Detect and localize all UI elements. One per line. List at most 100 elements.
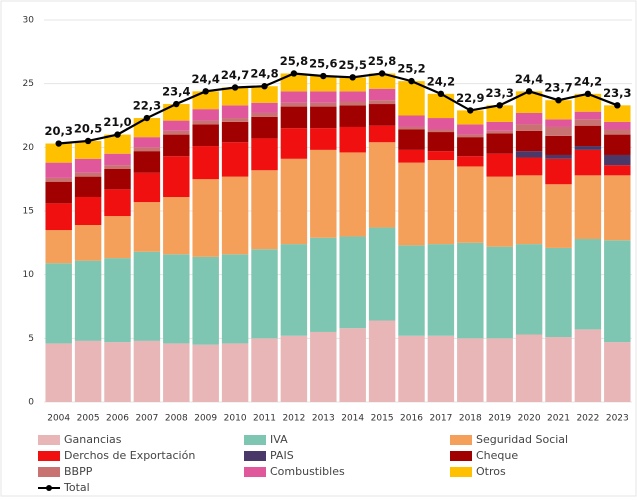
bar-segment bbox=[427, 129, 455, 133]
bar-segment bbox=[192, 109, 219, 121]
bar-segment bbox=[163, 120, 190, 131]
bar-segment bbox=[486, 246, 513, 339]
legend-label: Ganancias bbox=[64, 433, 122, 446]
x-tick-label: 2016 bbox=[400, 414, 423, 424]
bar-segment bbox=[221, 176, 249, 255]
bar-segment bbox=[398, 149, 425, 163]
legend-swatch bbox=[38, 451, 60, 461]
bar-segment bbox=[163, 130, 190, 135]
legend-label: Otros bbox=[476, 465, 506, 478]
bar-segment bbox=[427, 335, 455, 402]
x-tick-label: 2020 bbox=[518, 414, 541, 424]
bar-segment bbox=[486, 133, 513, 154]
bar-segment bbox=[339, 236, 366, 329]
bar-segment bbox=[515, 157, 543, 176]
bar-segment bbox=[574, 329, 602, 402]
bar-segment bbox=[457, 242, 484, 339]
total-marker bbox=[496, 102, 503, 109]
bar-segment bbox=[515, 175, 543, 245]
y-tick-label: 5 bbox=[28, 334, 34, 344]
legend-swatch bbox=[244, 435, 266, 445]
total-marker bbox=[84, 137, 92, 145]
bar-segment bbox=[486, 176, 513, 247]
bar-segment bbox=[515, 112, 543, 125]
bar-segment bbox=[251, 170, 278, 250]
total-label: 25,8 bbox=[368, 54, 396, 68]
bar-segment bbox=[74, 260, 102, 341]
bar-segment bbox=[192, 146, 219, 180]
bar-segment bbox=[486, 130, 513, 134]
bar-segment bbox=[104, 216, 131, 259]
bar-segment bbox=[457, 137, 484, 157]
total-label: 23,7 bbox=[544, 81, 572, 95]
bar-segment bbox=[163, 196, 190, 255]
y-tick-label: 30 bbox=[23, 16, 35, 26]
y-tick-label: 25 bbox=[23, 79, 34, 89]
legend-label: Combustibles bbox=[270, 465, 345, 478]
total-label: 24,7 bbox=[221, 68, 249, 82]
bar-segment bbox=[104, 258, 131, 343]
bar-segment bbox=[221, 105, 249, 119]
total-marker bbox=[584, 90, 592, 98]
bar-segment bbox=[398, 245, 425, 336]
bar-segment bbox=[221, 254, 249, 344]
x-tick-label: 2019 bbox=[488, 414, 511, 424]
total-label: 25,8 bbox=[280, 54, 308, 68]
bar-segment bbox=[192, 256, 219, 345]
bar-segment bbox=[192, 124, 219, 147]
bar-segment bbox=[604, 240, 631, 343]
bar-segment bbox=[310, 102, 337, 107]
total-marker bbox=[173, 100, 180, 108]
bar-segment bbox=[427, 160, 455, 245]
legend-label: Derchos de Exportación bbox=[64, 449, 195, 462]
bar-segment bbox=[74, 225, 102, 261]
bar-segment bbox=[604, 129, 631, 135]
bar-segment bbox=[163, 156, 190, 197]
bar-segment bbox=[604, 154, 631, 166]
bar-segment bbox=[339, 101, 366, 106]
legend-swatch bbox=[38, 467, 60, 477]
bar-segment bbox=[486, 338, 513, 402]
total-label: 24,4 bbox=[192, 72, 220, 86]
legend-swatch bbox=[244, 467, 266, 477]
bar-segment bbox=[604, 175, 631, 241]
bar-segment bbox=[604, 134, 631, 155]
bar-segment bbox=[310, 106, 337, 129]
bar-segment bbox=[398, 81, 425, 116]
bar-segment bbox=[368, 320, 396, 402]
x-tick-label: 2009 bbox=[194, 414, 217, 424]
bar-segment bbox=[221, 142, 249, 177]
total-label: 23,4 bbox=[162, 85, 190, 99]
bar-segment bbox=[398, 126, 425, 130]
bar-segment bbox=[280, 73, 308, 92]
x-tick-label: 2008 bbox=[165, 414, 188, 424]
x-tick-label: 2010 bbox=[224, 414, 247, 424]
x-tick-label: 2013 bbox=[312, 414, 335, 424]
total-marker bbox=[114, 131, 121, 138]
legend-swatch bbox=[38, 435, 60, 445]
y-tick-label: 20 bbox=[23, 143, 35, 153]
bar-segment bbox=[280, 106, 308, 129]
bar-segment bbox=[368, 73, 396, 89]
bar-segment bbox=[74, 140, 102, 159]
legend-swatch bbox=[244, 451, 266, 461]
bar-segment bbox=[104, 165, 131, 169]
bar-segment bbox=[74, 158, 102, 173]
y-tick-label: 15 bbox=[23, 207, 34, 217]
total-marker bbox=[202, 88, 209, 95]
bar-segment bbox=[104, 153, 131, 166]
bar-segment bbox=[339, 126, 366, 153]
bar-segment bbox=[310, 331, 337, 402]
bar-segment bbox=[515, 130, 543, 152]
bar-segment bbox=[133, 151, 161, 173]
bar-segment bbox=[515, 334, 543, 402]
legend-label: BBPP bbox=[64, 465, 93, 478]
x-tick-label: 2004 bbox=[47, 414, 70, 424]
bar-segment bbox=[74, 196, 102, 226]
bar-segment bbox=[45, 203, 72, 231]
total-label: 25,5 bbox=[339, 58, 367, 72]
bar-segment bbox=[604, 165, 631, 176]
x-tick-label: 2011 bbox=[253, 414, 276, 424]
total-marker bbox=[320, 72, 327, 80]
